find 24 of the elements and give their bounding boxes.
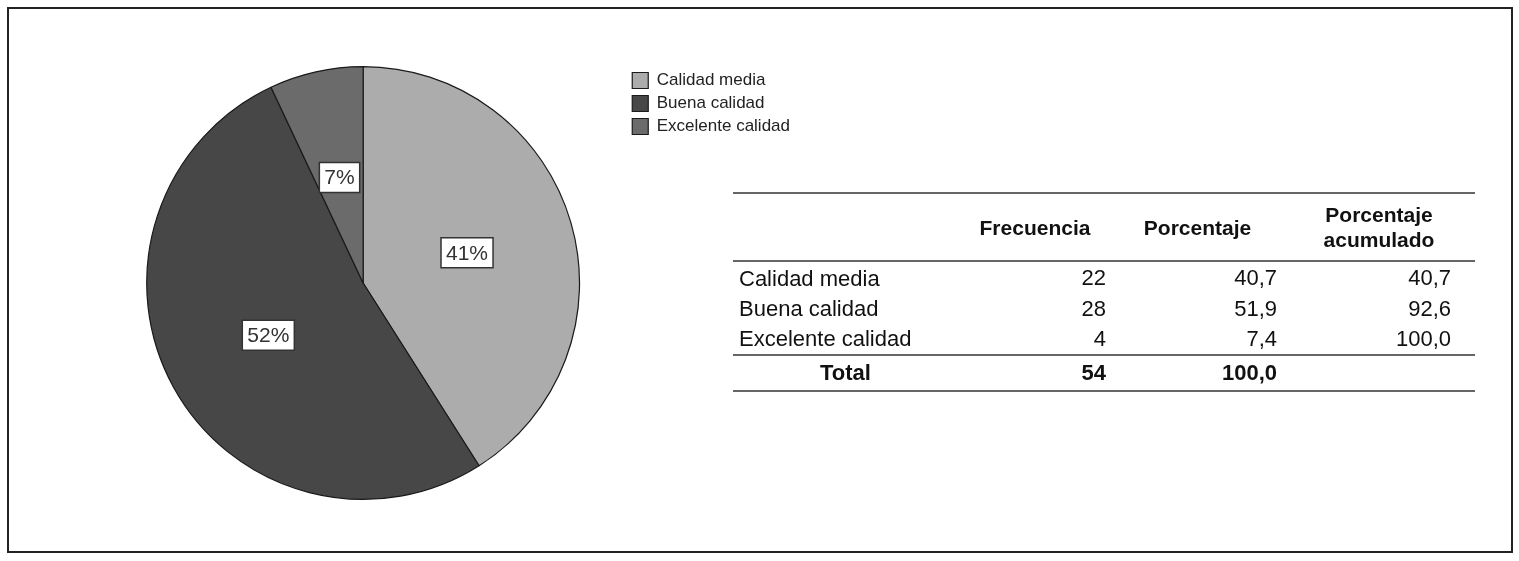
text: Frecuencia (978, 214, 1092, 241)
data-label: 4 (1092, 325, 1107, 353)
category-label: Buena calidad (738, 295, 880, 323)
category-label: Excelente calidad (738, 325, 913, 353)
data-label: 28 (1080, 295, 1107, 323)
data-label: 100,0 (1394, 325, 1452, 353)
text: 100,0 (1221, 360, 1277, 385)
data-label: 41% (446, 240, 489, 264)
category-label: Calidad media (738, 265, 881, 293)
text: 54 (1081, 360, 1106, 385)
data-label: 40,7 (1233, 264, 1278, 292)
data-label: 7% (324, 165, 355, 189)
data-label: 22 (1080, 264, 1107, 292)
data-label: 7,4 (1245, 325, 1278, 353)
text: Total (819, 359, 872, 387)
legend-label: Calidad media (656, 70, 766, 90)
data-label: 51,9 (1233, 295, 1278, 323)
data-label: 52% (247, 322, 290, 346)
data-label: 40,7 (1407, 264, 1452, 292)
legend-label: Buena calidad (656, 93, 765, 113)
text: Porcentaje (1142, 214, 1253, 241)
legend-label: Excelente calidad (656, 116, 791, 136)
data-label: 92,6 (1407, 295, 1452, 323)
text: Porcentaje acumulado (1322, 202, 1436, 253)
